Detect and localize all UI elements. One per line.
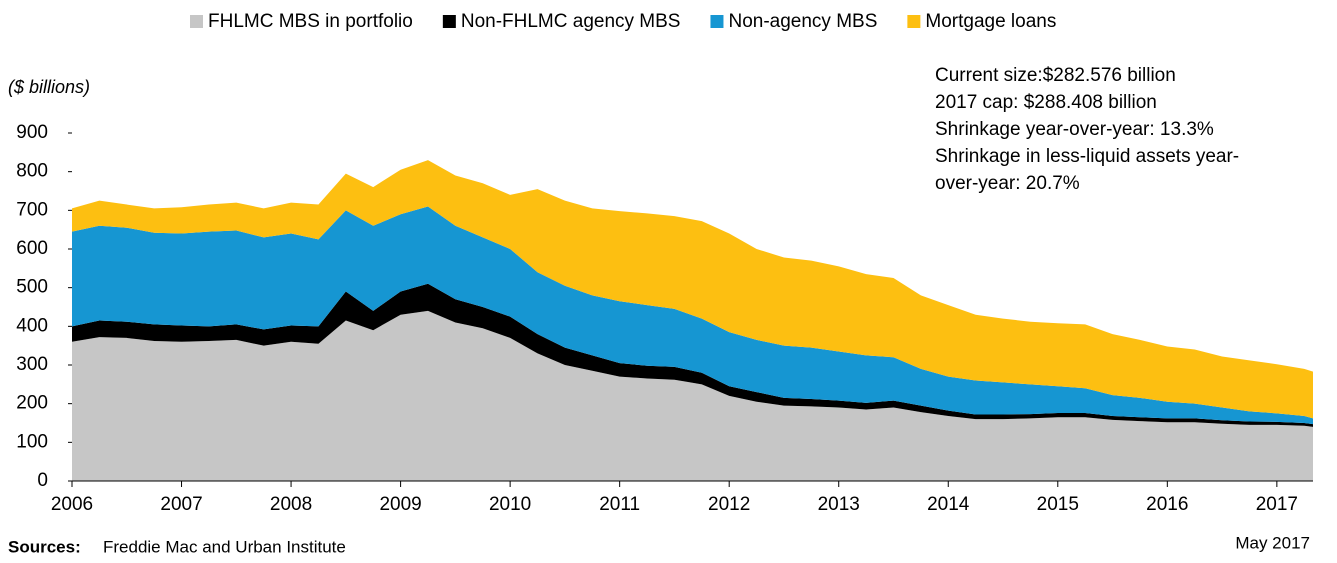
source-text: Freddie Mac and Urban Institute (103, 537, 346, 556)
y-tick-label: 200 (16, 393, 48, 414)
annotation: over-year: 20.7% (935, 173, 1080, 194)
x-tick-label: 2017 (1256, 494, 1298, 515)
x-tick-label: 2007 (160, 494, 202, 515)
y-tick-label: 700 (16, 199, 48, 220)
source-label: Sources: (8, 537, 81, 556)
x-tick-label: 2015 (1037, 494, 1079, 515)
x-tick-label: 2011 (599, 494, 640, 515)
y-tick-label: 100 (16, 431, 48, 452)
y-tick-label: 0 (37, 470, 48, 491)
annotation: Current size:$282.576 billion (935, 65, 1176, 86)
x-tick-label: 2013 (818, 494, 860, 515)
legend-label: Mortgage loans (925, 11, 1056, 32)
y-tick-label: 300 (16, 354, 48, 375)
y-axis-label: ($ billions) (8, 77, 90, 97)
y-tick-label: 900 (16, 122, 48, 143)
y-tick-label: 500 (16, 277, 48, 298)
legend-swatch (190, 15, 203, 28)
x-tick-label: 2016 (1146, 494, 1188, 515)
y-tick-label: 600 (16, 238, 48, 259)
area (72, 283, 1313, 427)
legend-swatch (710, 15, 724, 28)
x-tick-label: 2008 (270, 494, 312, 515)
date-note: May 2017 (1235, 533, 1310, 552)
legend-swatch (907, 15, 921, 28)
x-tick-label: 2009 (379, 494, 421, 515)
legend-label: FHLMC MBS in portfolio (208, 11, 413, 32)
area (72, 206, 1313, 425)
x-tick-label: 2014 (927, 494, 970, 515)
x-tick-label: 2010 (489, 494, 531, 515)
legend-label: Non-agency MBS (728, 11, 877, 32)
x-tick-label: 2006 (51, 494, 93, 515)
annotation: Shrinkage year-over-year: 13.3% (935, 119, 1214, 140)
y-tick-label: 800 (16, 161, 48, 182)
area (72, 310, 1313, 481)
annotation: 2017 cap: $288.408 billion (935, 92, 1157, 113)
legend-swatch (442, 15, 456, 28)
legend-label: Non-FHLMC agency MBS (461, 11, 681, 32)
annotation: Shrinkage in less-liquid assets year- (935, 146, 1239, 167)
x-tick-label: 2012 (708, 494, 750, 515)
area (72, 160, 1313, 419)
y-tick-label: 400 (16, 315, 48, 336)
